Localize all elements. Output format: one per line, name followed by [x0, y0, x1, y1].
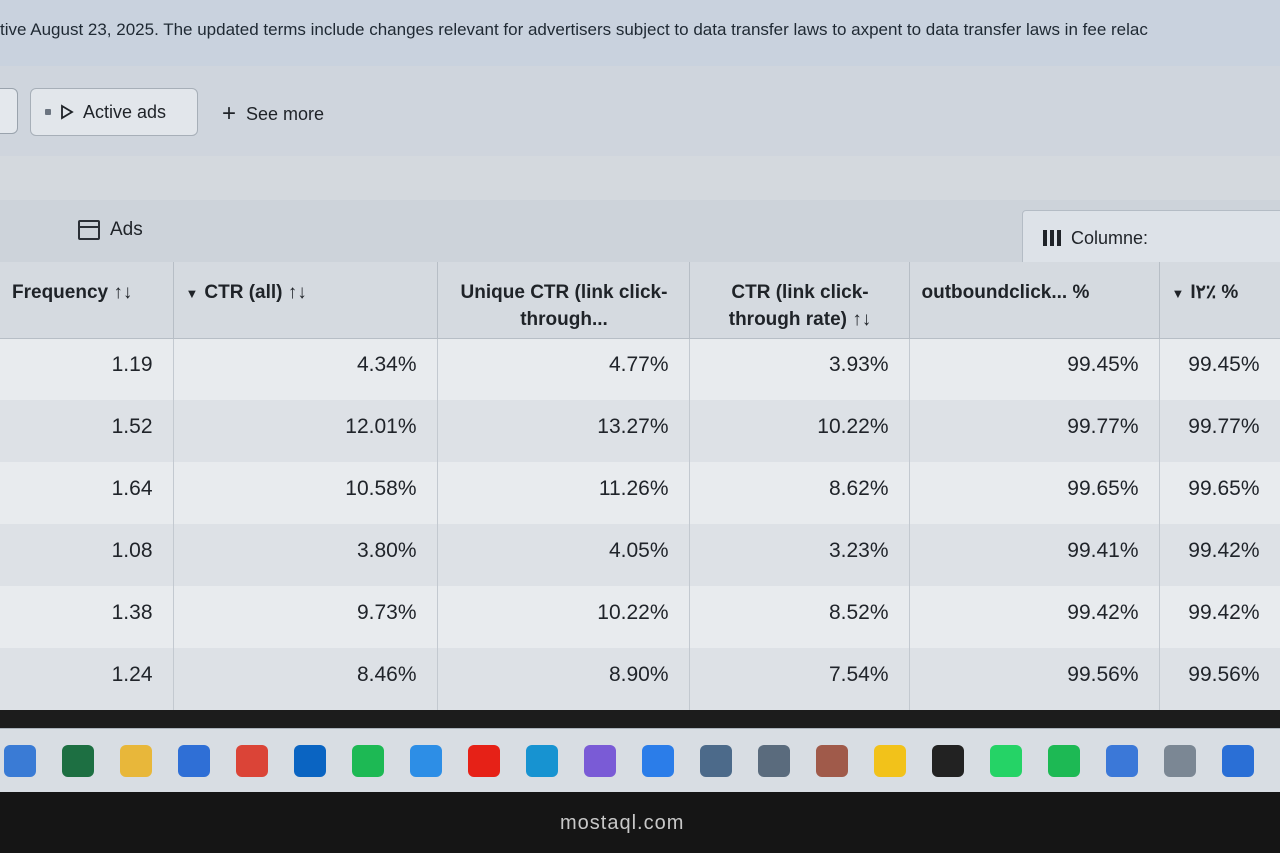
- store-icon[interactable]: [178, 745, 210, 777]
- active-ads-filter[interactable]: Active ads: [30, 88, 198, 136]
- cell-frequency: 1.64: [0, 462, 174, 524]
- tablet-icon[interactable]: [1164, 745, 1196, 777]
- table-header-row: Frequency ↑↓ ▼ CTR (all) ↑↓ Unique CTR (l…: [0, 262, 1280, 339]
- play-outline-icon: [61, 104, 74, 120]
- cell-ctr-link: 3.23%: [689, 524, 910, 586]
- capcut-icon[interactable]: [932, 745, 964, 777]
- table-row[interactable]: 1.24 8.46% 8.90% 7.54% 99.56% 99.56%: [0, 648, 1280, 710]
- window-icon: [78, 220, 100, 240]
- policy-banner: tive August 23, 2025. The updated terms …: [0, 0, 1280, 66]
- cell-outbound: 99.77%: [909, 400, 1160, 462]
- cell-outbound: 99.65%: [909, 462, 1160, 524]
- active-ads-label: Active ads: [83, 101, 167, 122]
- ads-table: Frequency ↑↓ ▼ CTR (all) ↑↓ Unique CTR (l…: [0, 262, 1280, 710]
- cell-ctr-link: 8.62%: [689, 462, 910, 524]
- table-row[interactable]: 1.52 12.01% 13.27% 10.22% 99.77% 99.77%: [0, 400, 1280, 462]
- safari-icon[interactable]: [410, 745, 442, 777]
- cell-unique-ctr: 4.77%: [437, 338, 690, 400]
- plus-icon: +: [222, 100, 237, 127]
- cell-ctr-all: 12.01%: [173, 400, 438, 462]
- cell-last: 99.45%: [1159, 338, 1280, 400]
- whatsapp-icon[interactable]: [990, 745, 1022, 777]
- app-circle-icon[interactable]: [526, 745, 558, 777]
- calendar-icon[interactable]: [1106, 745, 1138, 777]
- cell-ctr-link: 3.93%: [689, 338, 910, 400]
- file-explorer-icon[interactable]: [4, 745, 36, 777]
- header-frequency[interactable]: Frequency ↑↓: [0, 262, 174, 339]
- cell-ctr-all: 10.58%: [173, 462, 438, 524]
- spotify-alt-icon[interactable]: [1048, 745, 1080, 777]
- cell-last: 99.77%: [1159, 400, 1280, 462]
- settings-app-icon[interactable]: [758, 745, 790, 777]
- columns-button[interactable]: Columne:: [1022, 210, 1280, 266]
- cell-outbound: 99.41%: [909, 524, 1160, 586]
- outlook-icon[interactable]: [294, 745, 326, 777]
- cell-unique-ctr: 10.22%: [437, 586, 690, 648]
- taskbar: [0, 728, 1280, 792]
- ads-tab-label: Ads: [110, 219, 143, 240]
- photos-icon[interactable]: [584, 745, 616, 777]
- table-row[interactable]: 1.08 3.80% 4.05% 3.23% 99.41% 99.42%: [0, 524, 1280, 586]
- banner-text: tive August 23, 2025. The updated terms …: [0, 20, 1148, 39]
- cell-ctr-all: 8.46%: [173, 648, 438, 710]
- table-row[interactable]: 1.38 9.73% 10.22% 8.52% 99.42% 99.42%: [0, 586, 1280, 648]
- previous-filter-button[interactable]: [0, 88, 18, 134]
- header-unique-ctr[interactable]: Unique CTR (link click-through...: [437, 262, 690, 339]
- filter-toolbar: Active ads + See more: [0, 66, 1280, 156]
- cell-last: 99.42%: [1159, 586, 1280, 648]
- excel-icon[interactable]: [62, 745, 94, 777]
- youtube-icon[interactable]: [468, 745, 500, 777]
- columns-label: Columne:: [1071, 227, 1149, 248]
- cell-ctr-link: 10.22%: [689, 400, 910, 462]
- taskbar-icons: [0, 745, 1280, 779]
- table-row[interactable]: 1.64 10.58% 11.26% 8.62% 99.65% 99.65%: [0, 462, 1280, 524]
- cell-ctr-link: 8.52%: [689, 586, 910, 648]
- play-icon[interactable]: [642, 745, 674, 777]
- cell-unique-ctr: 8.90%: [437, 648, 690, 710]
- table-panel-header: Ads Columne:: [0, 200, 1280, 266]
- header-outbound[interactable]: outboundclick... %: [909, 262, 1160, 339]
- watermark: mostaql.com: [560, 812, 685, 834]
- laptop-bezel: [0, 792, 1280, 853]
- cell-unique-ctr: 13.27%: [437, 400, 690, 462]
- cursor-app-icon[interactable]: [700, 745, 732, 777]
- cell-ctr-link: 7.54%: [689, 648, 910, 710]
- cell-frequency: 1.19: [0, 338, 174, 400]
- cell-unique-ctr: 4.05%: [437, 524, 690, 586]
- cell-ctr-all: 9.73%: [173, 586, 438, 648]
- cell-ctr-all: 4.34%: [173, 338, 438, 400]
- see-more-label: See more: [246, 103, 325, 124]
- cell-outbound: 99.56%: [909, 648, 1160, 710]
- chrome-icon[interactable]: [236, 745, 268, 777]
- spotify-icon[interactable]: [352, 745, 384, 777]
- gift-icon[interactable]: [816, 745, 848, 777]
- header-ctr-all[interactable]: ▼ CTR (all) ↑↓: [173, 262, 438, 339]
- notification-icon[interactable]: [874, 745, 906, 777]
- folder-icon[interactable]: [120, 745, 152, 777]
- cell-frequency: 1.52: [0, 400, 174, 462]
- cell-ctr-all: 3.80%: [173, 524, 438, 586]
- cell-frequency: 1.38: [0, 586, 174, 648]
- see-more-button[interactable]: + See more: [222, 96, 324, 132]
- spacer: [0, 156, 1280, 200]
- cell-last: 99.65%: [1159, 462, 1280, 524]
- header-last[interactable]: ▼ I٢٪ %: [1159, 262, 1280, 339]
- phone-icon[interactable]: [1222, 745, 1254, 777]
- ads-tab[interactable]: Ads: [78, 219, 143, 241]
- caret-down-icon: ▼: [1171, 286, 1185, 301]
- cell-frequency: 1.08: [0, 524, 174, 586]
- cell-last: 99.56%: [1159, 648, 1280, 710]
- cell-outbound: 99.45%: [909, 338, 1160, 400]
- table-body: 1.19 4.34% 4.77% 3.93% 99.45% 99.45% 1.52 12.01…: [0, 338, 1280, 710]
- cell-unique-ctr: 11.26%: [437, 462, 690, 524]
- columns-icon: [1043, 230, 1061, 246]
- caret-down-icon: ▼: [185, 286, 199, 301]
- header-ctr-link[interactable]: CTR (link click-through rate) ↑↓: [689, 262, 910, 339]
- table-row[interactable]: 1.19 4.34% 4.77% 3.93% 99.45% 99.45%: [0, 338, 1280, 400]
- cell-frequency: 1.24: [0, 648, 174, 710]
- cell-outbound: 99.42%: [909, 586, 1160, 648]
- drag-handle-icon: [45, 109, 51, 115]
- cell-last: 99.42%: [1159, 524, 1280, 586]
